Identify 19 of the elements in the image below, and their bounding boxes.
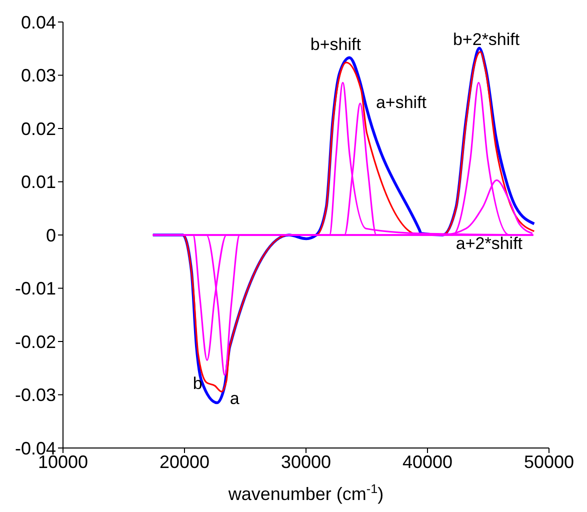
y-tick-label: 0.03 [20, 66, 56, 86]
y-tick-label: 0.04 [20, 12, 56, 32]
y-tick-label: 0.01 [20, 172, 56, 192]
x-tick-label: 20000 [159, 452, 210, 472]
y-tick-label: -0.02 [14, 332, 56, 352]
y-tick-label: 0 [46, 225, 56, 246]
annotation: b+2*shift [452, 30, 520, 50]
annotation: b+shift [310, 35, 361, 55]
x-tick-label: 50000 [524, 452, 574, 472]
annotation: a [230, 389, 240, 409]
y-tick-label: -0.03 [14, 385, 56, 406]
x-axis-title: wavenumber (cm$^{-1}$) [227, 482, 384, 504]
x-tick-label: 40000 [402, 452, 453, 472]
y-tick-label: -0.01 [14, 278, 56, 299]
annotation: a+shift [376, 93, 427, 114]
y-tick-label: 0.02 [20, 118, 56, 139]
annotation: a+2*shift [456, 234, 523, 254]
annotation: b [192, 374, 202, 394]
x-tick-label: 30000 [280, 452, 332, 472]
